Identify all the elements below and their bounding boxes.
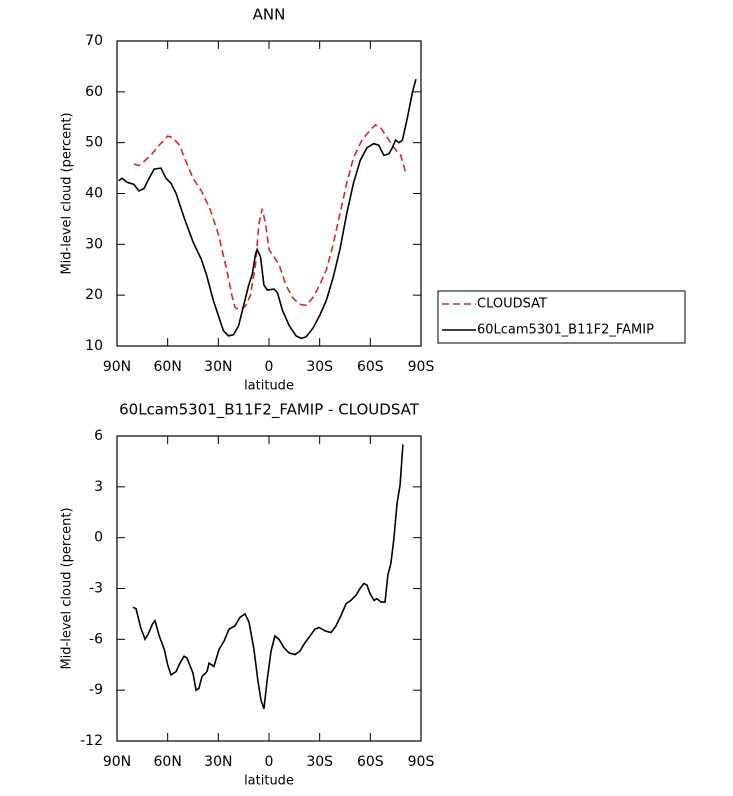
x-tick-label: 60S [357,754,384,770]
y-axis-label: Mid-level cloud (percent) [60,112,75,274]
y-tick-label: 0 [94,530,103,546]
x-axis-label: latitude [244,379,294,394]
plot-frame [116,435,422,742]
y-tick-label: -9 [89,682,103,698]
y-tick-label: 3 [94,479,103,495]
legend-label: 60Lcam5301_B11F2_FAMIP [477,323,654,338]
plot-frame [116,40,422,347]
x-tick-label: 60N [154,359,182,375]
x-tick-label: 90N [103,754,131,770]
x-tick-label: 30N [204,754,232,770]
data-line [133,123,407,311]
x-axis-label: latitude [244,774,294,789]
y-tick-label: 50 [85,135,103,151]
x-tick-label: 30S [306,359,333,375]
legend-label: CLOUDSAT [477,297,547,312]
x-tick-label: 0 [265,359,274,375]
x-tick-label: 90N [103,359,131,375]
y-tick-label: 30 [85,236,103,252]
y-tick-label: 40 [85,186,103,202]
y-tick-label: 60 [85,84,103,100]
x-tick-label: 60N [154,754,182,770]
y-tick-label: -6 [89,631,103,647]
x-tick-label: 0 [265,754,274,770]
y-tick-label: 10 [85,338,103,354]
y-tick-label: -3 [89,581,103,597]
y-axis-label: Mid-level cloud (percent) [60,507,75,669]
data-line [118,78,417,340]
chart-title: 60Lcam5301_B11F2_FAMIP - CLOUDSAT [119,401,420,420]
chart-title: ANN [253,6,286,24]
x-tick-label: 60S [357,359,384,375]
x-tick-label: 90S [408,359,435,375]
y-tick-label: 20 [85,287,103,303]
x-tick-label: 30S [306,754,333,770]
y-tick-label: 6 [94,428,103,444]
y-tick-label: -12 [80,733,103,749]
data-line [132,444,404,710]
x-tick-label: 30N [204,359,232,375]
y-tick-label: 70 [85,33,103,49]
x-tick-label: 90S [408,754,435,770]
legend-box [437,290,686,344]
